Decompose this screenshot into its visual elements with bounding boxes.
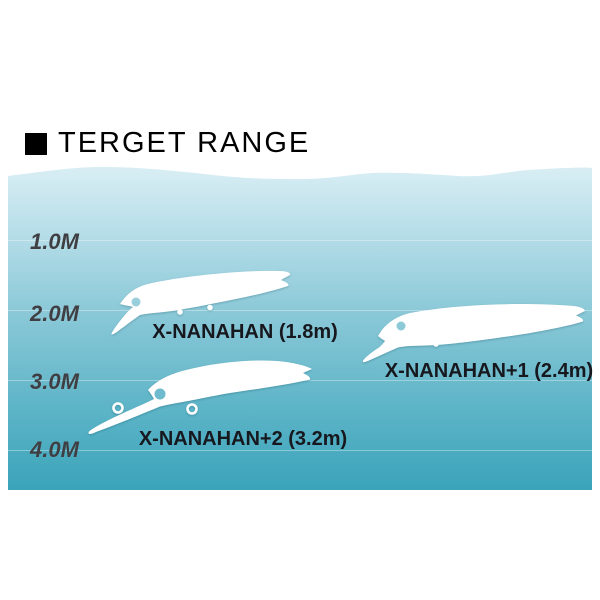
- depth-label-2m: 2.0M: [30, 301, 79, 326]
- lure-label-x-nanahan-plus2: X-NANAHAN+2 (3.2m): [138, 428, 348, 450]
- lure-hook-hanger: [433, 341, 439, 347]
- gridline-1m: [8, 240, 592, 241]
- lure-hook-hanger: [177, 309, 183, 315]
- lure-eye-icon: [131, 297, 141, 307]
- lure-x-nanahan-plus1-illustration: [362, 304, 585, 363]
- page-title: TERGET RANGE: [58, 127, 311, 159]
- lure-eye-icon: [396, 321, 406, 331]
- lure-x-nanahan-illustration: [111, 270, 291, 335]
- lure-label-x-nanahan: X-NANAHAN (1.8m): [152, 321, 338, 343]
- depth-label-4m: 4.0M: [30, 437, 79, 462]
- gridline-4m: [8, 450, 592, 451]
- title-bullet-square-icon: [25, 132, 47, 155]
- depth-label-3m: 3.0M: [30, 369, 79, 394]
- lure-label-x-nanahan-plus1: X-NANAHAN+1 (2.4m): [384, 360, 594, 382]
- gridline-2m: [8, 310, 592, 311]
- lure-hook-hanger: [446, 338, 452, 344]
- lure-line-tie-ring: [112, 402, 124, 414]
- water-depth-chart-area: 1.0M 2.0M 3.0M 4.0M X-NANAHAN (1.8m) X-N…: [8, 162, 593, 490]
- lure-eye-icon: [154, 388, 166, 400]
- lure-hook-ring: [186, 403, 198, 415]
- lure-x-nanahan-plus2-illustration: [88, 360, 313, 434]
- water-surface-wave: [8, 162, 592, 180]
- lure-hook-hanger: [207, 304, 213, 311]
- title-block: TERGET RANGE: [25, 129, 310, 158]
- depth-label-1m: 1.0M: [30, 229, 79, 254]
